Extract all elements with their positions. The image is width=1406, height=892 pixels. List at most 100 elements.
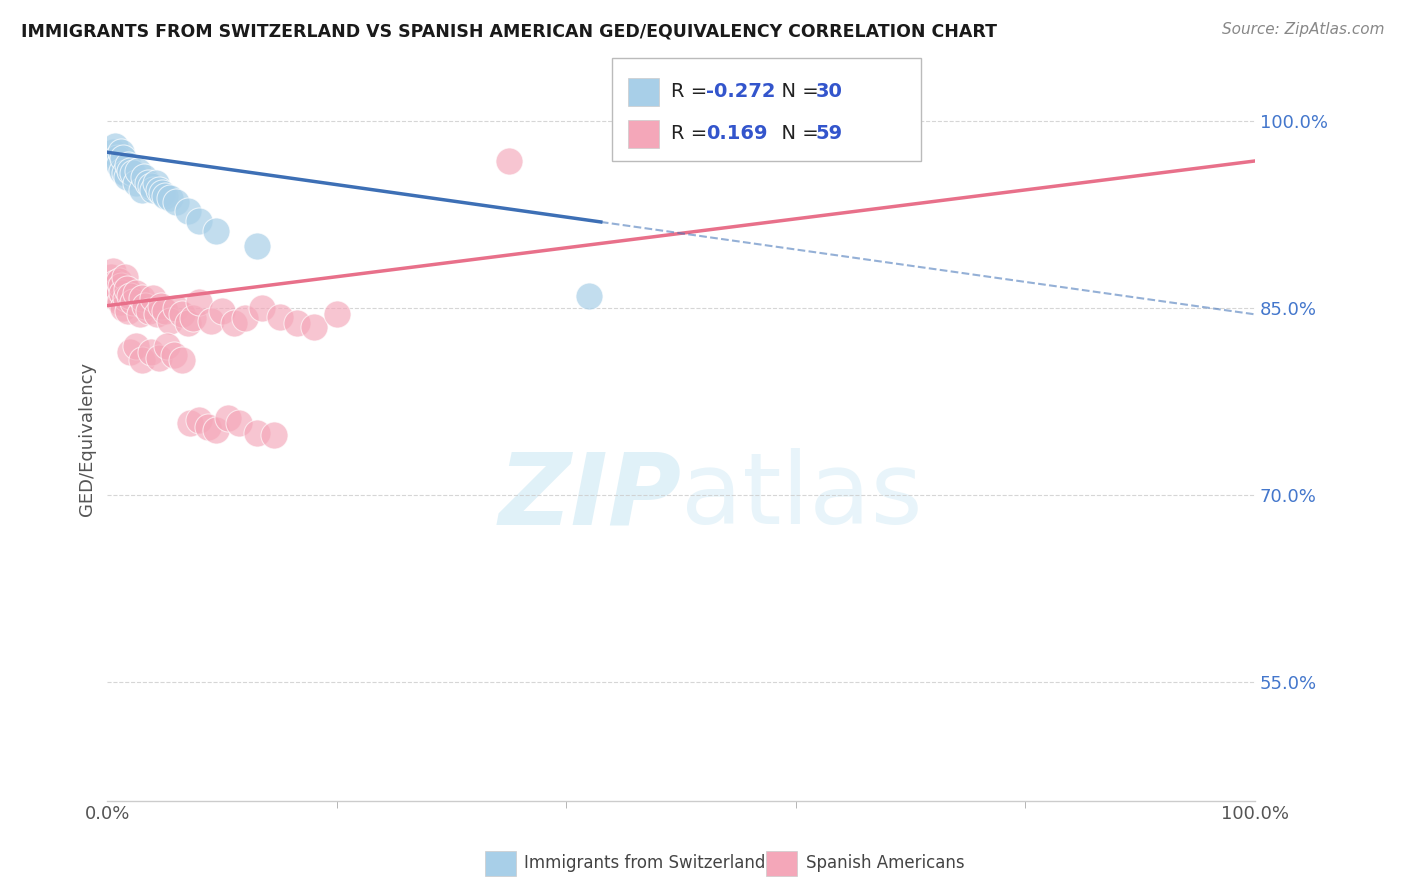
Text: N =: N = [769, 82, 825, 102]
Text: Source: ZipAtlas.com: Source: ZipAtlas.com [1222, 22, 1385, 37]
Text: ZIP: ZIP [498, 449, 681, 545]
Point [205, 423, 228, 437]
Point [142, 291, 165, 305]
Point [112, 301, 135, 315]
Point [127, 164, 149, 178]
Point [222, 316, 245, 330]
Point [131, 183, 153, 197]
Point [148, 183, 170, 197]
Y-axis label: GED/Equivalency: GED/Equivalency [79, 362, 96, 516]
Point [142, 183, 165, 197]
Point [150, 299, 173, 313]
Point [165, 195, 187, 210]
Text: IMMIGRANTS FROM SWITZERLAND VS SPANISH AMERICAN GED/EQUIVALENCY CORRELATION CHAR: IMMIGRANTS FROM SWITZERLAND VS SPANISH A… [21, 22, 997, 40]
Text: atlas: atlas [681, 449, 922, 545]
Point [170, 307, 193, 321]
Point [263, 428, 285, 442]
Point [117, 158, 139, 172]
Point [153, 189, 176, 203]
Point [136, 177, 159, 191]
Point [110, 145, 132, 160]
Text: -0.272: -0.272 [706, 82, 775, 102]
Point [156, 338, 179, 352]
Point [115, 170, 138, 185]
Point [104, 139, 127, 153]
Point [138, 303, 160, 318]
Point [152, 186, 174, 201]
Point [148, 351, 170, 365]
Point [100, 269, 122, 284]
Point [179, 416, 201, 430]
Point [112, 152, 135, 166]
Point [121, 166, 143, 180]
Text: Spanish Americans: Spanish Americans [806, 855, 965, 872]
Point [269, 310, 291, 324]
Point [188, 294, 211, 309]
Point [107, 282, 129, 296]
Point [104, 276, 127, 290]
Point [108, 274, 131, 288]
Text: R =: R = [671, 82, 713, 102]
Point [115, 282, 138, 296]
Point [211, 303, 233, 318]
Point [101, 145, 124, 160]
Point [188, 214, 211, 228]
Point [498, 153, 520, 168]
Point [121, 294, 143, 309]
Point [302, 319, 325, 334]
Point [159, 313, 181, 327]
Text: R =: R = [671, 124, 713, 144]
Point [108, 294, 131, 309]
Point [145, 307, 167, 321]
Point [120, 164, 142, 178]
Point [125, 177, 148, 191]
Point [101, 278, 124, 293]
Point [177, 203, 200, 218]
Point [233, 311, 256, 326]
Point [326, 307, 349, 321]
Point [108, 158, 131, 172]
Point [128, 307, 150, 321]
Text: 0.169: 0.169 [706, 124, 768, 144]
Point [153, 303, 176, 318]
Point [205, 224, 228, 238]
Point [200, 313, 222, 327]
Point [183, 311, 205, 326]
Text: 59: 59 [815, 124, 842, 144]
Point [197, 419, 219, 434]
Point [114, 291, 136, 305]
Point [110, 278, 132, 293]
Point [117, 303, 139, 318]
Point [132, 170, 155, 185]
Point [111, 286, 134, 301]
Text: N =: N = [769, 124, 825, 144]
Point [105, 291, 128, 305]
Text: Immigrants from Switzerland: Immigrants from Switzerland [524, 855, 766, 872]
Point [165, 301, 187, 315]
Text: 30: 30 [815, 82, 842, 102]
Point [285, 316, 308, 330]
Point [139, 344, 162, 359]
Point [131, 291, 153, 305]
Point [120, 344, 142, 359]
Point [105, 152, 128, 166]
Point [103, 286, 125, 301]
Point [252, 301, 274, 315]
Point [134, 299, 156, 313]
Point [170, 353, 193, 368]
Point [159, 191, 181, 205]
Point [578, 288, 600, 302]
Point [145, 177, 167, 191]
Point [111, 164, 134, 178]
Point [163, 349, 186, 363]
Point [131, 353, 153, 368]
Point [139, 178, 162, 193]
Point [114, 166, 136, 180]
Point [245, 239, 267, 253]
Point [120, 288, 142, 302]
Point [188, 413, 211, 427]
Point [228, 416, 250, 430]
Point [125, 338, 148, 352]
Point [114, 269, 136, 284]
Point [245, 425, 267, 440]
